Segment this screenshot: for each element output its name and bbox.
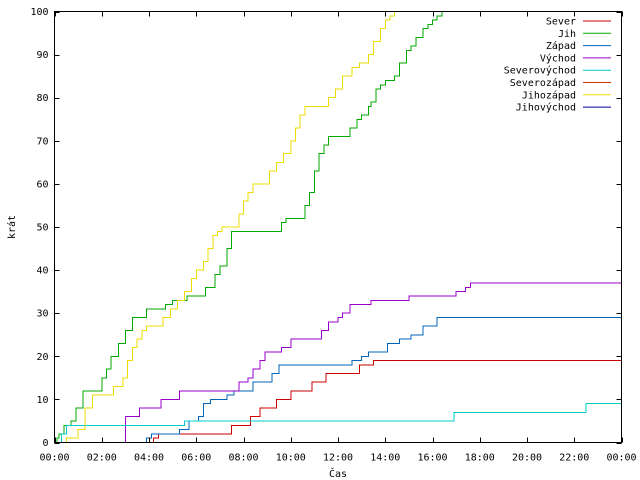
y-tick-label: 60 [36, 179, 48, 190]
x-tick-label: 12:00 [323, 453, 353, 464]
x-tick-label: 16:00 [417, 453, 447, 464]
series-line-sever [54, 360, 622, 443]
legend-label-sever: Sever [546, 17, 576, 28]
series-line-vychod [54, 282, 622, 443]
x-tick-label: 22:00 [559, 453, 589, 464]
x-tick-label: 04:00 [134, 453, 164, 464]
x-tick-label: 00:00 [39, 453, 69, 464]
series-line-severovychod [54, 403, 622, 443]
x-tick-label: 14:00 [370, 453, 400, 464]
series-line-jihozapad [54, 11, 622, 443]
x-tick-label: 06:00 [181, 453, 211, 464]
y-tick-label: 20 [36, 352, 48, 363]
legend-label-jihozapad: Jihozápad [522, 89, 576, 101]
x-tick-label: 18:00 [465, 453, 495, 464]
y-tick-label: 80 [36, 93, 48, 104]
y-tick-label: 90 [36, 50, 48, 61]
series-line-jih [54, 11, 622, 443]
x-axis: 00:00 02:00 04:00 06:00 08:00 10:00 12:00 14:00… [39, 11, 637, 464]
x-tick-label: 02:00 [87, 453, 117, 464]
legend-label-jih: Jih [558, 29, 576, 40]
y-tick-label: 40 [36, 266, 48, 277]
y-tick-label: 50 [36, 223, 48, 234]
x-tick-label: 00:00 [606, 453, 636, 464]
y-tick-label: 0 [42, 438, 48, 449]
x-tick-label: 10:00 [276, 453, 306, 464]
y-tick-label: 100 [30, 7, 48, 18]
y-axis-label: krát [6, 215, 18, 239]
x-axis-label: Čas [329, 467, 347, 480]
series-line-zapad [54, 317, 622, 443]
legend-label-zapad: Západ [546, 40, 576, 52]
y-tick-label: 30 [36, 309, 48, 320]
legend-label-severozapad: Severozápad [510, 77, 576, 89]
y-axis: 0 10 20 30 40 50 60 70 80 90 100 [30, 7, 622, 449]
x-tick-label: 08:00 [228, 453, 258, 464]
legend: SeverJihZápadVýchodSeverovýchodSeverozáp… [504, 17, 611, 114]
y-tick-label: 70 [36, 136, 48, 147]
legend-label-jihovychod: Jihovýchod [516, 102, 576, 114]
x-tick-label: 20:00 [512, 453, 542, 464]
y-tick-label: 10 [36, 395, 48, 406]
legend-label-vychod: Východ [540, 52, 576, 64]
legend-label-severovychod: Severovýchod [504, 65, 576, 77]
